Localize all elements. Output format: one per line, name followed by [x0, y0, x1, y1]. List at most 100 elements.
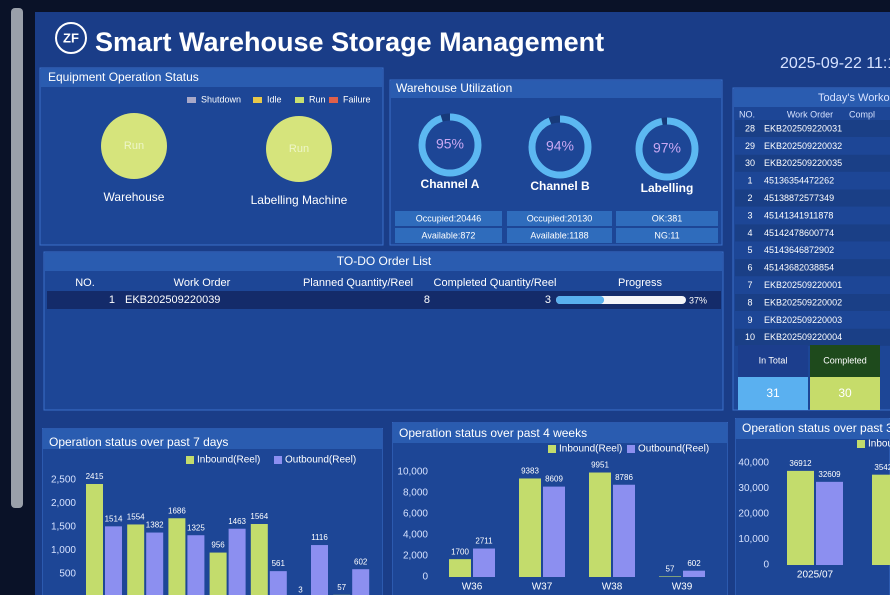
cell: EKB202509220001	[764, 280, 842, 290]
cell: 10	[745, 332, 755, 342]
stat-text: Available:1188	[530, 230, 588, 240]
legend-swatch	[253, 97, 262, 103]
legend-label: Outbound(Reel)	[638, 444, 709, 455]
legend-swatch	[857, 440, 865, 448]
status-text: Run	[289, 143, 309, 155]
bar	[589, 472, 611, 577]
bar	[250, 523, 268, 595]
bar	[209, 552, 227, 595]
stat-box	[507, 228, 612, 243]
status-circle	[266, 116, 332, 182]
gauge-arc	[418, 113, 482, 177]
x-tick-label: W39	[672, 582, 693, 593]
cell: 1	[747, 176, 752, 186]
stat-box	[616, 211, 718, 226]
row-bg	[735, 328, 890, 346]
chart: Operation status over past 7 days Inbound…	[42, 428, 383, 595]
chart-header	[43, 429, 382, 449]
column-header: NO.	[739, 109, 755, 119]
x-tick-label: 2025/07	[797, 570, 834, 581]
panel-title: Warehouse Utilization	[396, 81, 512, 95]
y-tick-label: 0	[422, 572, 428, 583]
legend-label: Inbou	[868, 439, 890, 450]
cell: 8	[747, 297, 752, 307]
bar-value-label: 602	[354, 557, 368, 566]
bar	[228, 528, 246, 595]
bar	[519, 478, 541, 577]
logo-ring	[55, 22, 87, 54]
bar-value-label: 9951	[591, 461, 609, 470]
cell: 45138872577349	[764, 193, 834, 203]
stat-box	[616, 228, 718, 243]
column-header: Compl	[849, 109, 875, 119]
progress-fill	[556, 296, 605, 304]
status-text: Run	[124, 140, 144, 152]
panel-title: Today's Workor	[818, 92, 890, 104]
todo-panel	[43, 251, 724, 411]
legend-swatch	[187, 97, 196, 103]
panel-title: Equipment Operation Status	[48, 70, 199, 84]
row-bg	[735, 294, 890, 311]
panel-header	[41, 69, 382, 87]
bar-value-label: 1382	[146, 521, 164, 530]
cell: 7	[747, 280, 752, 290]
bar-value-label: 1116	[311, 533, 328, 542]
bar-value-label: 1686	[168, 506, 186, 515]
bar-value-label: 1514	[105, 514, 123, 523]
legend-label: Shutdown	[201, 94, 241, 104]
y-tick-label: 2,000	[51, 498, 76, 509]
cell: EKB202509220031	[764, 123, 842, 133]
bar	[872, 474, 890, 565]
y-tick-label: 2,500	[51, 475, 76, 486]
y-tick-label: 500	[59, 569, 76, 580]
cell: EKB202509220032	[764, 141, 842, 151]
y-tick-label: 20,000	[738, 509, 769, 520]
bar	[86, 483, 103, 595]
legend-swatch	[548, 445, 556, 453]
chart-title: Operation status over past 3 mo	[742, 421, 890, 435]
datetime: 2025-09-22 11:1	[780, 55, 890, 72]
legend-label: Inbound(Reel)	[559, 444, 622, 455]
logo: ZF	[63, 30, 79, 45]
stat-text: Occupied:20446	[416, 213, 482, 223]
cell: 28	[745, 123, 755, 133]
summary-value: 30	[838, 386, 852, 400]
column-header: Progress	[618, 277, 663, 289]
cell: EKB202509220035	[764, 158, 842, 168]
legend-label: Failure	[343, 94, 371, 104]
bar	[168, 518, 186, 595]
bar	[146, 532, 164, 595]
legend-label: Idle	[267, 94, 282, 104]
bar-value-label: 8609	[545, 475, 563, 484]
row-bg	[47, 291, 721, 309]
cell: 29	[745, 141, 755, 151]
bar-value-label: 602	[687, 559, 701, 568]
row-bg	[735, 189, 890, 207]
gauge-arc	[635, 117, 699, 181]
gauge-value: 94%	[546, 138, 574, 154]
summary-box	[810, 377, 880, 410]
bar-value-label: 57	[666, 565, 675, 574]
device-label: Labelling Machine	[251, 193, 348, 207]
cell: 45136354472262	[764, 176, 834, 186]
bar-value-label: 8786	[615, 473, 633, 482]
gauge-value: 97%	[653, 140, 681, 156]
cell: 30	[745, 158, 755, 168]
y-tick-label: 1,500	[51, 522, 76, 533]
stat-text: NG:11	[654, 230, 679, 240]
bar-value-label: 9383	[521, 467, 539, 476]
y-tick-label: 10,000	[738, 534, 769, 545]
chart-header	[736, 419, 889, 439]
y-tick-label: 2,000	[403, 551, 428, 562]
y-tick-label: 8,000	[403, 488, 428, 499]
cell: 5	[747, 245, 752, 255]
summary-head	[810, 345, 880, 377]
gauge-label: Labelling	[641, 181, 694, 195]
column-header: Planned Quantity/Reel	[303, 277, 413, 289]
column-header: Completed Quantity/Reel	[434, 277, 557, 289]
legend-label: Run	[309, 94, 326, 104]
panel-header	[45, 253, 722, 271]
legend-swatch	[329, 97, 338, 103]
